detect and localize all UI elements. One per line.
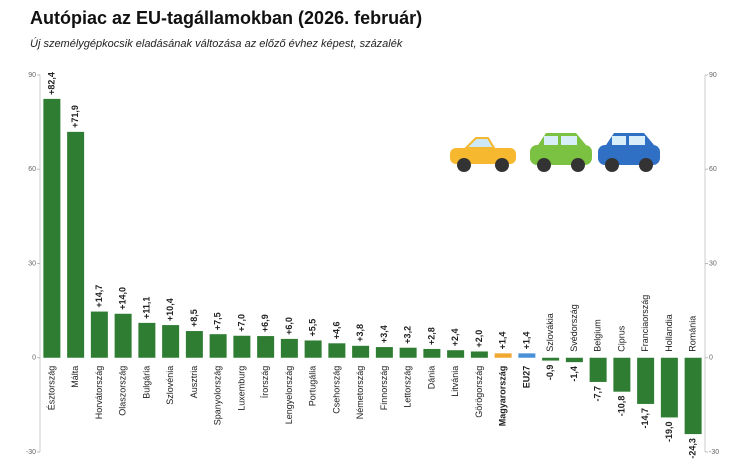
value-label: -7,7 [593, 386, 603, 402]
bar [494, 353, 512, 358]
x-tick-label: Írország [260, 366, 270, 399]
value-label: +3,4 [379, 325, 389, 343]
value-label: +2,0 [474, 330, 484, 348]
bar [352, 345, 370, 358]
bar [518, 353, 536, 358]
value-label: +2,8 [426, 327, 436, 345]
bar [565, 357, 583, 363]
value-label: +11,1 [141, 297, 151, 319]
bar [328, 343, 346, 358]
x-tick-label: Ciprus [616, 325, 626, 352]
value-label: +10,4 [165, 298, 175, 321]
chart-title: Autópiac az EU-tagállamokban (2026. febr… [30, 8, 422, 28]
value-label: -19,0 [664, 421, 674, 442]
bar [660, 357, 678, 418]
value-label: +1,4 [498, 332, 508, 350]
x-tick-label: Ausztria [189, 366, 199, 399]
value-label: +14,7 [94, 285, 104, 308]
bar [257, 336, 275, 358]
value-label: -1,4 [569, 366, 579, 382]
value-label: +5,5 [308, 319, 318, 337]
value-label: -0,9 [545, 365, 555, 381]
x-tick-label: Spanyolország [213, 366, 223, 426]
x-tick-label: Románia [688, 316, 698, 352]
value-label: -14,7 [640, 408, 650, 429]
chart-subtitle: Új személygépkocsik eladásának változása… [30, 37, 403, 50]
bar [114, 313, 132, 358]
x-tick-label: Bulgária [141, 366, 151, 399]
x-tick-label: Finnország [379, 366, 389, 411]
value-label: -10,8 [616, 396, 626, 417]
value-label: +7,5 [213, 312, 223, 330]
y-tick-label: -30 [26, 449, 36, 456]
x-tick-label: Csehország [331, 366, 341, 414]
bar [67, 131, 85, 358]
x-tick-label: Lengyelország [284, 366, 294, 425]
value-label: +3,2 [403, 326, 413, 344]
bar [138, 322, 156, 358]
x-tick-label: Belgium [593, 319, 603, 352]
y-tick-label: 30 [709, 260, 717, 267]
value-label: -24,3 [688, 438, 698, 459]
x-tick-label: Dánia [426, 366, 436, 390]
x-tick-label: Luxemburg [236, 366, 246, 411]
x-tick-label: Szlovákia [545, 313, 555, 352]
bar [280, 338, 298, 358]
x-tick-label: Olaszország [118, 366, 128, 416]
bar [162, 325, 180, 358]
value-label: +4,6 [331, 322, 341, 340]
bar [613, 357, 631, 392]
y-tick-label: 90 [709, 72, 717, 79]
x-tick-label: Lettország [403, 366, 413, 408]
car-illustration [450, 133, 660, 172]
x-tick-label: EU27 [521, 366, 531, 389]
bar [233, 335, 251, 358]
x-tick-label: Svédország [569, 304, 579, 352]
bar [43, 98, 61, 358]
x-tick-label: Franciaország [640, 295, 650, 352]
value-label: +1,4 [521, 332, 531, 350]
value-label: +8,5 [189, 309, 199, 327]
bar [375, 347, 393, 358]
bar [399, 347, 417, 358]
bar [209, 334, 227, 358]
value-label: +14,0 [118, 287, 128, 310]
value-label: +6,9 [260, 314, 270, 332]
bar [304, 340, 322, 358]
bar [589, 357, 607, 382]
bar [185, 331, 203, 358]
x-tick-label: Németország [355, 366, 365, 420]
bar [684, 357, 702, 435]
value-label: +2,4 [450, 328, 460, 346]
x-tick-label: Portugália [308, 366, 318, 407]
x-tick-label: Görögország [474, 366, 484, 418]
bar [542, 357, 560, 361]
y-tick-label: 90 [28, 72, 36, 79]
y-tick-label: 30 [28, 260, 36, 267]
bar [447, 350, 465, 358]
x-tick-label: Szlovénia [165, 366, 175, 405]
x-tick-label: Horvátország [94, 366, 104, 420]
bar [423, 348, 441, 358]
x-tick-label: Hollandia [664, 314, 674, 352]
y-tick-label: 60 [28, 166, 36, 173]
x-tick-label: Észtország [46, 366, 56, 411]
bar [470, 351, 488, 358]
bar [90, 311, 108, 358]
value-label: +6,0 [284, 317, 294, 335]
x-tick-label: Magyarország [498, 366, 508, 427]
x-tick-label: Málta [70, 366, 80, 388]
value-label: +71,9 [70, 105, 80, 128]
bar [637, 357, 655, 404]
y-tick-label: -30 [709, 449, 719, 456]
y-tick-label: 0 [709, 355, 713, 362]
value-label: +7,0 [236, 314, 246, 332]
x-tick-label: Litvánia [450, 366, 460, 397]
value-label: +82,4 [46, 72, 56, 95]
y-tick-label: 60 [709, 166, 717, 173]
y-tick-label: 0 [32, 355, 36, 362]
value-label: +3,8 [355, 324, 365, 342]
